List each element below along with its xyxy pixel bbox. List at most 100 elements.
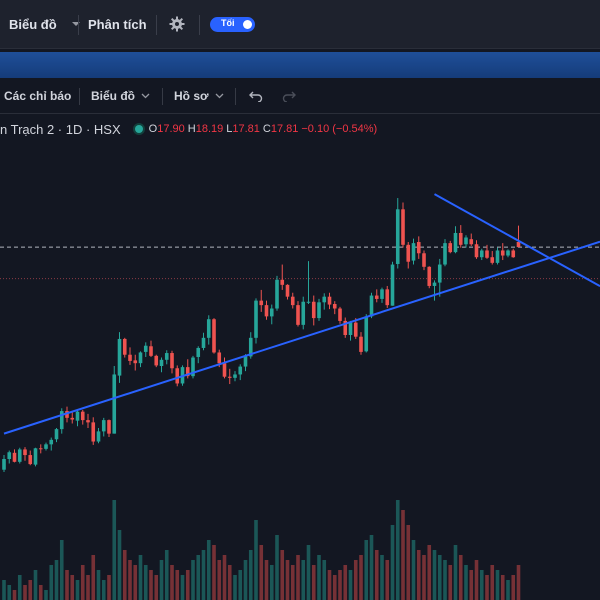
candle-body: [395, 209, 400, 264]
price-chart[interactable]: [0, 140, 600, 600]
symbol-title[interactable]: n Trạch 2 · 1D · HSX: [0, 121, 121, 137]
low-value: 17.81: [232, 123, 260, 135]
volume-bar: [327, 570, 332, 600]
divider: [79, 88, 80, 105]
candle-body: [490, 257, 495, 263]
volume-bar: [33, 570, 38, 600]
candle-body: [117, 338, 122, 376]
candle-body: [143, 345, 148, 352]
volume-bar: [432, 550, 437, 600]
candle-body: [38, 448, 43, 450]
volume-bar: [196, 555, 201, 600]
candle-body: [437, 264, 442, 283]
candle-body: [154, 355, 159, 366]
volume-bar: [191, 560, 195, 600]
volume-bar: [75, 580, 80, 600]
undo-icon: [249, 91, 263, 102]
volume-bar: [180, 575, 185, 600]
divider: [199, 15, 200, 35]
volume-bar: [86, 575, 90, 600]
candle-body: [332, 304, 337, 309]
volume-bar: [12, 590, 17, 600]
volume-bar: [427, 545, 432, 600]
blue-banner: [0, 52, 600, 78]
candle-body: [516, 242, 521, 248]
volume-bar: [301, 560, 306, 600]
analysis-button[interactable]: Phân tích: [88, 0, 147, 48]
close-label: C: [262, 123, 271, 135]
volume-bar: [217, 560, 222, 600]
volume-bar: [54, 560, 59, 600]
candle-body: [458, 232, 463, 245]
candle-body: [185, 367, 190, 377]
chart-toolbar: Các chỉ báo Biểu đồ Hồ sơ: [0, 80, 600, 114]
candle-body: [248, 337, 253, 357]
volume-bar: [170, 565, 174, 600]
volume-bar: [185, 570, 190, 600]
volume-bar: [385, 560, 390, 600]
candle-body: [7, 452, 12, 459]
candle-body: [469, 239, 474, 245]
volume-bar: [474, 560, 479, 600]
volume-bar: [101, 580, 106, 600]
candle-body: [191, 357, 195, 377]
candle-body: [149, 346, 153, 356]
candle-body: [495, 250, 500, 263]
volume-bar: [416, 550, 421, 600]
volume-bar: [411, 540, 416, 600]
volume-bar: [285, 560, 290, 600]
candle-body: [380, 289, 384, 299]
chevron-down-icon: [215, 93, 224, 99]
volume-bar: [80, 565, 85, 600]
candle-body: [269, 308, 274, 317]
candle-body: [175, 368, 180, 384]
candle-body: [338, 308, 342, 321]
redo-button[interactable]: [282, 80, 296, 112]
indicators-label: Các chỉ báo: [4, 89, 72, 103]
volume-bar: [443, 560, 447, 600]
volume-bar: [212, 545, 216, 600]
candle-body: [485, 250, 489, 258]
volume-bar: [506, 580, 510, 600]
symbol-legend: n Trạch 2 · 1D · HSX O 17.90 H 18.19 L 17.8…: [0, 120, 380, 138]
candle-body: [427, 266, 432, 286]
volume-bar: [269, 565, 274, 600]
candle-body: [348, 322, 353, 335]
volume-bar: [96, 570, 101, 600]
toggle-knob: [243, 20, 252, 29]
volume-bar: [453, 545, 458, 600]
high-label: H: [187, 123, 196, 135]
volume-bar: [2, 580, 6, 600]
volume-bar: [311, 565, 316, 600]
settings-button[interactable]: [169, 0, 185, 48]
candle-body: [212, 319, 216, 353]
volume-bar: [159, 560, 164, 600]
volume-bar: [500, 575, 505, 600]
candle-body: [306, 301, 311, 303]
volume-bar: [338, 570, 342, 600]
volume-bar: [138, 555, 143, 600]
volume-bar: [227, 565, 232, 600]
volume-bar: [464, 565, 468, 600]
chart-menu-button[interactable]: Biểu đồ: [9, 0, 81, 48]
volume-bar: [128, 560, 132, 600]
indicators-button[interactable]: Các chỉ báo: [4, 80, 71, 112]
volume-bar: [133, 565, 138, 600]
candle-body: [401, 209, 405, 245]
candle-body: [296, 305, 300, 325]
candle-body: [159, 359, 164, 366]
volume-bar: [469, 570, 474, 600]
undo-button[interactable]: [249, 80, 263, 112]
chart-type-button[interactable]: Biểu đồ: [91, 80, 150, 112]
volume-bar: [380, 555, 384, 600]
volume-bar: [290, 565, 295, 600]
chevron-down-icon: [71, 22, 80, 26]
dark-mode-toggle[interactable]: Tối: [210, 17, 255, 32]
candle-body: [432, 282, 437, 286]
candle-body: [290, 296, 295, 306]
volume-bar: [401, 510, 405, 600]
candle-body: [285, 284, 290, 297]
candle-body: [443, 243, 447, 265]
profile-button[interactable]: Hồ sơ: [174, 80, 224, 112]
candle-body: [453, 232, 458, 253]
